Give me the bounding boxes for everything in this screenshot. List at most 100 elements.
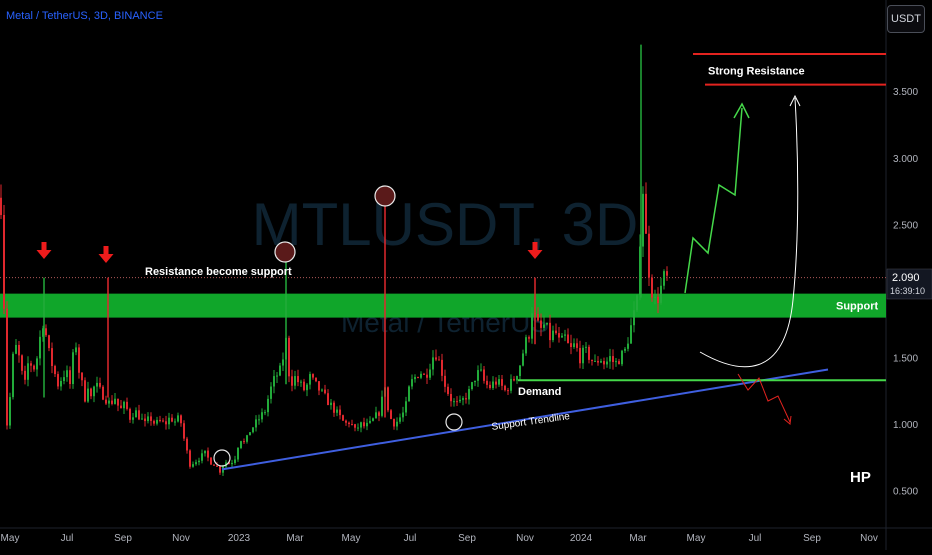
candle	[636, 294, 638, 313]
candle-body	[357, 427, 359, 429]
candle-body	[204, 450, 206, 454]
candle	[192, 461, 194, 468]
candle-body	[297, 376, 299, 383]
candle	[657, 287, 659, 314]
candle-body	[96, 382, 98, 387]
candle	[72, 349, 74, 389]
candle-body	[84, 380, 86, 402]
candle	[156, 416, 158, 426]
candle	[138, 404, 140, 421]
candle	[399, 413, 401, 424]
candle-body	[78, 347, 80, 373]
candle-body	[597, 360, 599, 363]
down-arrow-icon	[36, 242, 52, 259]
candle-body	[609, 356, 611, 362]
candle-body	[33, 365, 35, 370]
candle	[651, 274, 653, 302]
demand-label: Demand	[518, 386, 561, 398]
candle	[237, 447, 239, 462]
candle-body	[165, 421, 167, 425]
candle	[57, 371, 59, 390]
candle	[210, 457, 212, 465]
candle-body	[375, 412, 377, 419]
candle-body	[60, 380, 62, 387]
candle-body	[261, 412, 263, 420]
candle	[123, 400, 125, 415]
candle	[246, 434, 248, 444]
candle	[537, 307, 539, 322]
candle	[90, 387, 92, 400]
candle	[504, 384, 506, 392]
candle	[54, 364, 56, 378]
candle-body	[591, 359, 593, 362]
candle	[450, 388, 452, 407]
currency-button[interactable]: USDT	[887, 5, 925, 33]
candle	[168, 412, 170, 430]
support-trendline-label: Support Trendline	[491, 411, 571, 433]
candle-body	[18, 344, 20, 356]
candle-body	[573, 343, 575, 347]
candle-body	[378, 412, 380, 416]
candle	[513, 376, 515, 382]
candle-body	[540, 320, 542, 328]
candle-body	[354, 424, 356, 428]
candle-body	[30, 363, 32, 366]
support-trendline	[221, 368, 829, 471]
candle	[306, 383, 308, 397]
candle-body	[636, 295, 638, 311]
candle	[405, 396, 407, 416]
candle	[294, 370, 296, 390]
candle-body	[420, 373, 422, 378]
candle	[42, 325, 44, 342]
candle-body	[579, 347, 581, 364]
candle-body	[633, 310, 635, 326]
candle-body	[120, 405, 122, 409]
candle	[144, 413, 146, 427]
candle-body	[372, 418, 374, 421]
candle-body	[150, 416, 152, 421]
candle-body	[21, 355, 23, 371]
candle	[627, 337, 629, 352]
x-tick-label: May	[1, 533, 20, 544]
candle	[477, 365, 479, 387]
candle-body	[651, 277, 653, 298]
candle	[498, 375, 500, 387]
candle-body	[183, 423, 185, 439]
candle	[174, 418, 176, 426]
candle-body	[93, 386, 95, 397]
candle	[462, 396, 464, 406]
curve-arrow-head-icon	[789, 94, 801, 107]
candle	[135, 407, 137, 418]
candle	[540, 313, 542, 337]
candle-body	[438, 359, 440, 361]
candle	[75, 342, 77, 356]
candle	[483, 366, 485, 384]
x-tick-label: May	[687, 533, 706, 544]
candle-body	[468, 389, 470, 400]
candle-body	[252, 427, 254, 433]
candle	[525, 334, 527, 356]
candle	[585, 342, 587, 353]
candle-body	[429, 369, 431, 378]
candle-body	[489, 384, 491, 389]
candle	[264, 409, 266, 416]
candle	[468, 385, 470, 405]
candle	[261, 408, 263, 423]
candle-body	[90, 388, 92, 397]
candle	[126, 397, 128, 411]
candle-body	[246, 435, 248, 442]
candle	[429, 363, 431, 381]
candle-body	[627, 343, 629, 349]
x-tick-label: Sep	[458, 533, 476, 544]
candle-body	[618, 361, 620, 365]
candle-body	[444, 375, 446, 387]
candle	[270, 382, 272, 404]
candle	[18, 340, 20, 363]
candle-body	[504, 385, 506, 391]
candle	[549, 314, 551, 348]
candle-body	[111, 400, 113, 404]
candle	[516, 375, 518, 384]
candle-body	[144, 418, 146, 422]
